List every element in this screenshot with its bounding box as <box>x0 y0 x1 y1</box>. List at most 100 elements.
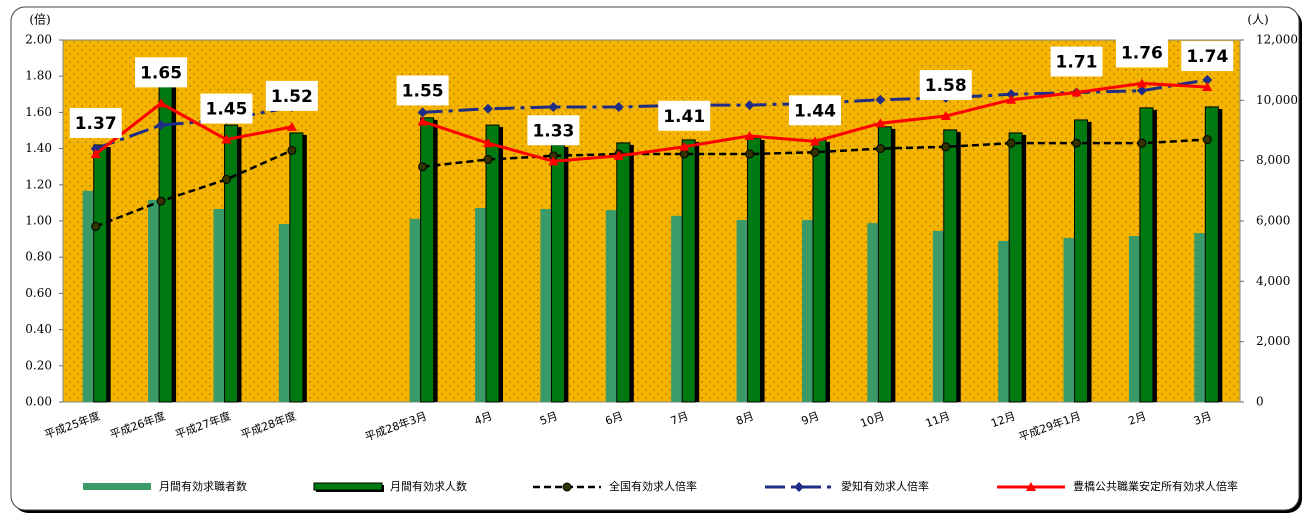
bar <box>932 230 944 402</box>
bar-shadow <box>956 131 961 402</box>
x-tick-label: 7月 <box>669 409 690 427</box>
marker <box>90 149 101 159</box>
x-tick-label: 3月 <box>1192 409 1213 427</box>
data-label-box <box>1115 37 1168 68</box>
marker <box>91 221 101 231</box>
y-tick-label: 1.40 <box>25 141 52 155</box>
bar <box>1074 119 1089 403</box>
bar <box>1204 106 1219 403</box>
y-tick-label: 1.80 <box>25 69 52 83</box>
data-label-box <box>200 93 253 124</box>
y2-axis-label: (人) <box>1247 13 1268 27</box>
bar <box>812 139 827 403</box>
marker <box>1006 89 1017 100</box>
y-tick-label: 0.60 <box>25 286 52 300</box>
marker <box>940 111 951 121</box>
marker <box>418 162 428 172</box>
marker <box>809 136 820 146</box>
bar-shadow <box>499 127 504 402</box>
bar <box>223 124 238 403</box>
bar <box>1063 237 1075 402</box>
legend-marker <box>794 482 804 492</box>
bar <box>158 84 173 403</box>
marker <box>417 107 428 118</box>
data-label: 1.71 <box>1056 52 1098 72</box>
bar <box>877 126 892 403</box>
data-label: 1.65 <box>140 63 182 83</box>
legend-label: 月間有効求職者数 <box>159 479 247 493</box>
bar <box>1008 132 1023 403</box>
marker <box>287 145 297 155</box>
marker <box>417 116 428 126</box>
y-axis-label: (倍) <box>29 12 50 27</box>
bar <box>289 132 304 403</box>
legend-marker <box>1026 482 1036 491</box>
x-tick-label: 5月 <box>538 409 559 427</box>
y2-tick-label: 0 <box>1256 395 1264 409</box>
marker <box>548 156 559 166</box>
legend-label: 愛知有効求人倍率 <box>841 479 929 493</box>
bar <box>998 240 1010 402</box>
marker <box>1072 138 1082 148</box>
y-tick-label: 0.20 <box>25 358 52 372</box>
marker <box>1202 135 1212 145</box>
data-label-box <box>527 115 580 146</box>
bar-shadow <box>695 141 700 402</box>
data-label: 1.37 <box>75 114 117 134</box>
data-label: 1.52 <box>271 87 313 107</box>
bar-shadow <box>106 146 111 402</box>
bar <box>409 218 421 402</box>
bar-shadow <box>629 144 634 402</box>
bar <box>747 137 762 403</box>
bar <box>616 142 631 403</box>
bar <box>867 223 879 402</box>
marker <box>221 134 232 144</box>
y2-tick-label: 6,000 <box>1256 214 1290 228</box>
bar-shadow <box>172 87 177 402</box>
marker <box>941 142 951 152</box>
marker <box>156 196 166 206</box>
data-label-box <box>919 70 972 101</box>
bar <box>213 208 225 402</box>
y-tick-label: 1.00 <box>25 214 52 228</box>
marker <box>483 154 493 164</box>
data-label: 1.76 <box>1121 43 1163 63</box>
y-tick-label: 0.80 <box>25 250 52 264</box>
bar <box>485 124 500 403</box>
bar <box>1194 233 1206 402</box>
bar-shadow <box>1087 121 1092 403</box>
data-label-box <box>788 95 841 126</box>
x-tick-label: 2月 <box>1127 409 1148 427</box>
marker <box>679 149 689 159</box>
legend-swatch <box>313 482 383 491</box>
marker <box>1202 82 1213 92</box>
data-label: 1.45 <box>205 100 247 120</box>
marker <box>1006 138 1016 148</box>
bar <box>1128 236 1140 402</box>
bar <box>420 117 435 403</box>
legend-marker <box>562 482 572 492</box>
data-label-box <box>396 75 449 106</box>
y2-tick-label: 4,000 <box>1256 274 1290 288</box>
data-label: 1.33 <box>532 121 574 141</box>
legend-label: 全国有効求人倍率 <box>609 479 697 493</box>
data-label-box <box>1181 41 1234 72</box>
bar <box>801 220 813 402</box>
bar-shadow <box>433 119 438 402</box>
marker <box>875 144 885 154</box>
marker <box>679 141 690 151</box>
data-label: 1.58 <box>925 76 967 96</box>
marker <box>286 121 297 131</box>
marker <box>483 103 494 114</box>
x-tick-label: 8月 <box>734 409 755 427</box>
bar-shadow <box>1022 134 1027 402</box>
marker <box>1006 94 1017 104</box>
data-label-box <box>658 100 711 131</box>
bar <box>605 210 617 402</box>
marker <box>1137 138 1147 148</box>
data-label-box <box>135 57 188 88</box>
bar <box>681 139 696 403</box>
x-tick-label: 9月 <box>800 409 821 427</box>
bar-shadow <box>760 140 765 402</box>
bar <box>671 215 683 402</box>
